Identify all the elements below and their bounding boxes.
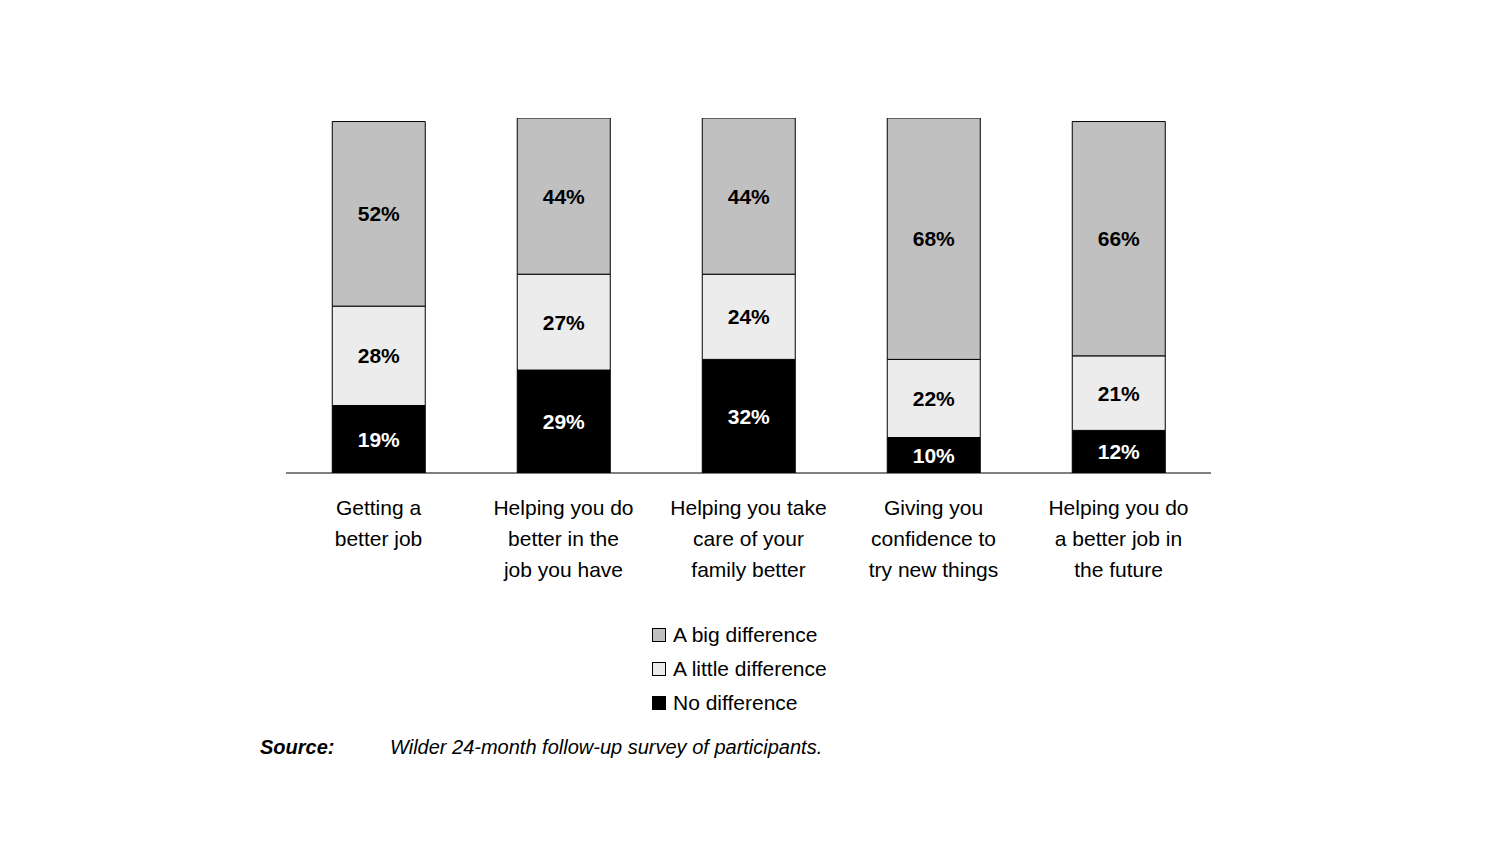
svg-text:44%: 44%: [728, 185, 770, 208]
svg-text:Getting abetter job: Getting abetter job: [335, 496, 423, 550]
svg-text:Giving youconfidence totry new: Giving youconfidence totry new things: [869, 496, 999, 581]
svg-text:10%: 10%: [913, 444, 955, 467]
svg-text:27%: 27%: [543, 311, 585, 334]
svg-text:66%: 66%: [1098, 227, 1140, 250]
html-text:Source:: Source:: [260, 736, 335, 758]
svg-text:24%: 24%: [728, 305, 770, 328]
html-text:A big difference: A big difference: [673, 623, 818, 646]
svg-text:19%: 19%: [358, 428, 400, 451]
svg-text:Helping you dobetter in thejob: Helping you dobetter in thejob you have: [493, 496, 633, 581]
html-text:A little difference: A little difference: [673, 657, 827, 680]
svg-text:21%: 21%: [1098, 382, 1140, 405]
html-text:No difference: No difference: [673, 691, 798, 714]
svg-text:22%: 22%: [913, 387, 955, 410]
svg-text:32%: 32%: [728, 405, 770, 428]
svg-text:Helping you doa better job int: Helping you doa better job inthe future: [1048, 496, 1188, 581]
svg-text:52%: 52%: [358, 202, 400, 225]
svg-text:29%: 29%: [543, 410, 585, 433]
svg-text:12%: 12%: [1098, 440, 1140, 463]
svg-text:Helping you takecare of yourfa: Helping you takecare of yourfamily bette…: [670, 496, 826, 581]
svg-text:44%: 44%: [543, 185, 585, 208]
svg-text:28%: 28%: [358, 344, 400, 367]
svg-text:68%: 68%: [913, 227, 955, 250]
html-text:Wilder 24-month follow-up surv: Wilder 24-month follow-up survey of part…: [390, 736, 823, 758]
